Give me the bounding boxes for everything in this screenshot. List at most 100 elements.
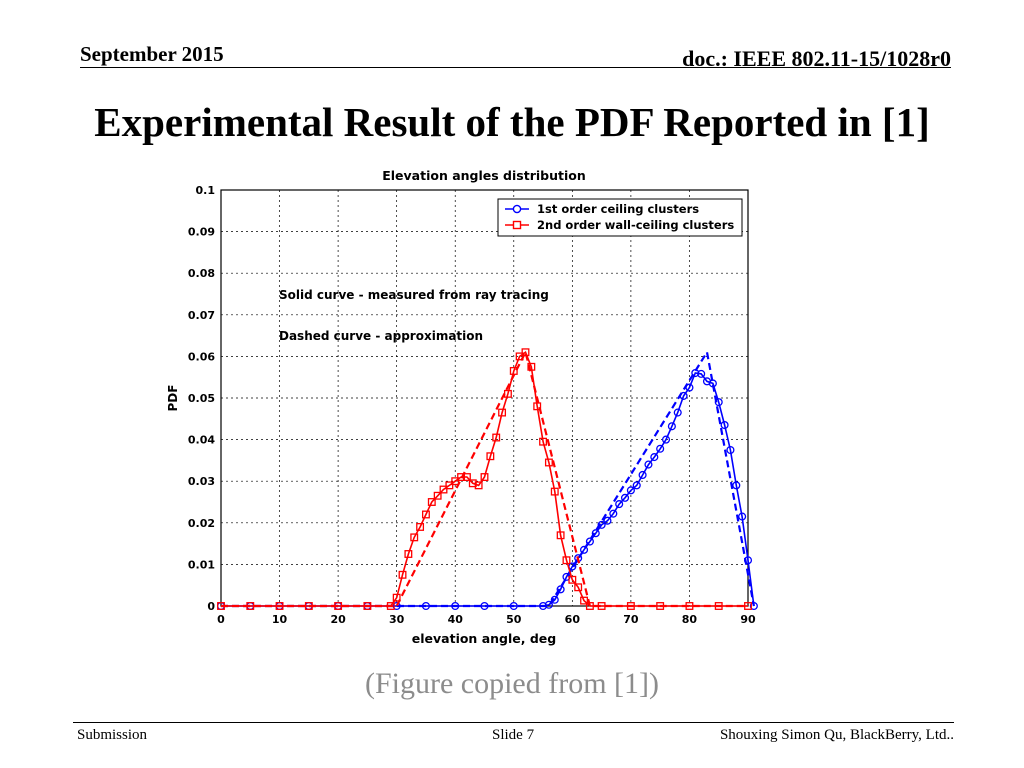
- data-point: [626, 486, 635, 495]
- x-tick-label: 70: [623, 613, 639, 626]
- data-point: [579, 545, 589, 554]
- data-point: [697, 369, 706, 378]
- data-point: [492, 433, 501, 442]
- data-point: [744, 602, 752, 610]
- data-point: [421, 510, 430, 519]
- x-tick-label: 10: [272, 613, 288, 626]
- y-tick-label: 0.03: [188, 475, 215, 488]
- data-point: [480, 601, 489, 611]
- data-point: [574, 583, 583, 592]
- data-point: [656, 444, 665, 453]
- annotation-dashed: Dashed curve - approximation: [279, 329, 483, 343]
- x-tick-labels: 0 10 20 30 40 50 60 70 80 90: [217, 613, 756, 626]
- data-point: [656, 602, 665, 610]
- data-point: [334, 602, 343, 610]
- data-point: [404, 550, 413, 558]
- series-1-measured-line: [221, 372, 755, 607]
- data-point: [433, 491, 442, 500]
- y-tick-label: 0: [207, 600, 215, 613]
- figure-caption: (Figure copied from [1]): [364, 667, 660, 700]
- data-point: [539, 601, 548, 611]
- data-point: [620, 493, 630, 502]
- x-tick-label: 30: [389, 613, 405, 626]
- data-point: [246, 602, 255, 610]
- data-point: [585, 537, 594, 546]
- data-point: [392, 601, 401, 611]
- data-point: [398, 570, 407, 579]
- data-point: [597, 520, 606, 529]
- footer-submission: Submission: [77, 727, 148, 743]
- data-point: [550, 487, 559, 496]
- data-point: [585, 602, 594, 610]
- data-point: [679, 391, 688, 400]
- data-point: [275, 602, 284, 610]
- x-axis-label: elevation angle, deg: [412, 631, 556, 646]
- legend-swatch-marker-1: [512, 204, 522, 214]
- y-tick-label: 0.05: [188, 392, 215, 405]
- y-tick-label: 0.09: [188, 226, 215, 239]
- chart-title: Elevation angles distribution: [382, 168, 586, 183]
- data-point: [685, 602, 694, 610]
- footer-slide-number: Slide 7: [492, 727, 535, 743]
- header-doc-id: doc.: IEEE 802.11-15/1028r0: [682, 46, 951, 71]
- data-point: [486, 452, 495, 461]
- data-point: [451, 477, 460, 486]
- legend-label-1: 1st order ceiling clusters: [537, 202, 699, 216]
- data-point: [661, 435, 671, 444]
- data-point: [527, 362, 536, 371]
- legend-swatch-marker-2: [512, 220, 522, 230]
- data-point: [544, 458, 553, 467]
- data-point: [743, 556, 753, 565]
- data-point: [580, 596, 588, 605]
- series-2: [217, 348, 752, 610]
- data-point: [363, 602, 372, 610]
- data-point: [539, 437, 548, 446]
- y-tick-label: 0.06: [188, 350, 215, 363]
- data-point: [626, 602, 635, 610]
- data-point: [533, 402, 542, 411]
- data-point: [410, 533, 419, 542]
- elevation-pdf-chart: Elevation angles distribution 0 0.01 0.02 0…: [160, 162, 780, 652]
- data-point: [650, 453, 659, 462]
- series-1: [216, 349, 758, 611]
- data-point: [392, 593, 401, 602]
- slide-title: Experimental Result of the PDF Reported …: [94, 99, 930, 145]
- data-point: [556, 531, 565, 540]
- data-point: [603, 516, 612, 525]
- data-point: [726, 445, 735, 455]
- data-point: [749, 601, 758, 611]
- legend-box: [497, 198, 743, 237]
- data-point: [451, 601, 460, 611]
- data-point: [474, 481, 483, 490]
- y-axis-label: PDF: [166, 385, 180, 412]
- data-point: [673, 408, 682, 417]
- series-2-measured-line: [221, 350, 748, 607]
- data-point: [556, 585, 565, 594]
- y-tick-label: 0.02: [188, 517, 215, 530]
- data-point: [708, 379, 717, 388]
- x-tick-label: 20: [330, 613, 346, 626]
- data-point: [386, 602, 395, 610]
- data-point: [691, 368, 700, 378]
- data-point: [597, 602, 606, 610]
- x-tick-label: 0: [217, 613, 225, 626]
- data-point: [217, 602, 225, 610]
- data-point: [732, 481, 741, 490]
- x-tick-label: 80: [682, 613, 698, 626]
- annotation-solid: Solid curve - measured from ray tracing: [279, 288, 549, 302]
- y-tick-label: 0.07: [188, 309, 215, 322]
- series-layer: [216, 348, 758, 611]
- header-date: September 2015: [80, 42, 224, 66]
- y-tick-label: 0.01: [188, 558, 215, 571]
- data-point: [720, 420, 729, 430]
- data-point: [568, 575, 577, 584]
- data-point: [544, 600, 553, 609]
- data-point: [632, 481, 641, 490]
- y-tick-labels: 0 0.01 0.02 0.03 0.04 0.05 0.06 0.07 0.08 0.09 0.1: [188, 184, 215, 613]
- data-point: [714, 398, 723, 407]
- series-2-approximation-line: [221, 349, 748, 608]
- data-point: [427, 498, 436, 506]
- data-point: [503, 389, 512, 398]
- footer-author: Shouxing Simon Qu, BlackBerry, Ltd..: [719, 727, 954, 743]
- x-tick-label: 50: [506, 613, 522, 626]
